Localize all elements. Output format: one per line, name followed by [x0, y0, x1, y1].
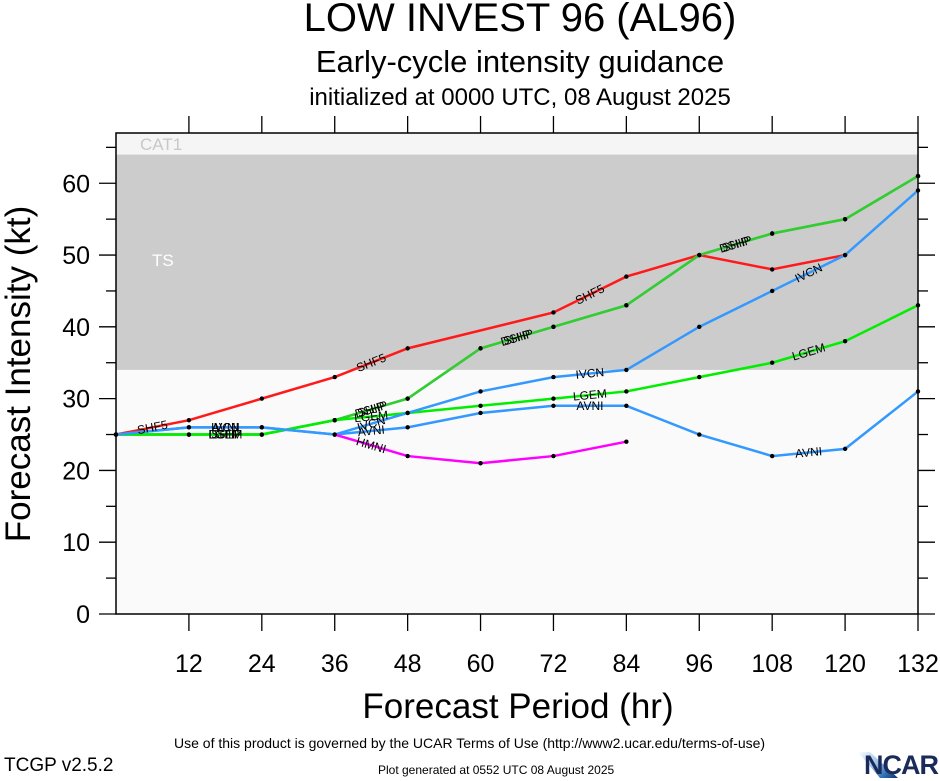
data-point-lgem: [624, 389, 629, 394]
series-label-avni: AVNI: [576, 399, 603, 413]
y-tick-label: 20: [62, 457, 90, 485]
x-tick-label: 72: [540, 650, 568, 678]
data-point-ship: [769, 231, 775, 236]
data-point-avni: [551, 403, 556, 409]
data-point-ship: [697, 252, 702, 258]
data-point-lgem: [551, 396, 556, 401]
data-point-avni: [769, 453, 775, 459]
version-label: TCGP v2.5.2: [4, 755, 114, 776]
data-point-lgem: [697, 374, 702, 380]
data-point-lgem: [478, 403, 483, 409]
x-tick-label: 108: [751, 650, 793, 678]
data-point-avni: [478, 410, 483, 416]
ncar-logo-text: NCAR: [864, 750, 939, 780]
data-point-ivcn: [551, 374, 556, 380]
data-point-shf5: [186, 417, 192, 423]
data-point-hmni: [405, 453, 410, 459]
series-label-lgem: LGEM: [572, 386, 607, 403]
chart-title: LOW INVEST 96 (AL96): [303, 0, 737, 40]
y-tick-label: 40: [62, 314, 90, 342]
band-label-ts: TS: [152, 251, 174, 270]
x-tick-label: 84: [612, 650, 640, 678]
data-point-ivcn: [842, 252, 848, 258]
plot-frame: [115, 132, 919, 615]
data-point-shf5: [259, 396, 265, 401]
x-tick-label: 132: [897, 650, 939, 678]
y-axis-label: Forecast Intensity (kt): [0, 206, 38, 542]
data-point-lgem: [332, 417, 337, 423]
series-label-lgem: LGEM: [208, 428, 242, 442]
data-point-avni: [259, 425, 265, 430]
data-point-avni: [624, 403, 629, 409]
data-point-shf5: [551, 310, 556, 315]
series-label-ship: SHIP: [211, 428, 239, 442]
data-point-lgem: [842, 338, 848, 344]
x-axis-label: Forecast Period (hr): [362, 687, 673, 726]
data-point-ship: [624, 303, 629, 308]
data-point-avni: [186, 425, 192, 430]
series-label-avni: AVNI: [794, 444, 822, 461]
data-point-hmni: [332, 432, 337, 437]
y-tick-label: 50: [62, 242, 90, 270]
data-point-avni: [842, 446, 848, 452]
y-tick-label: 30: [62, 386, 90, 414]
data-point-ivcn: [769, 288, 775, 294]
x-tick-label: 60: [467, 650, 495, 678]
data-point-ship: [842, 216, 848, 222]
band-label-cat1: CAT1: [140, 135, 182, 154]
series-label-shf5: SHF5: [136, 417, 169, 437]
band-cat1: [116, 133, 918, 155]
series-line-avni: [115, 390, 919, 458]
chart-subtitle: Early-cycle intensity guidance: [315, 44, 725, 79]
series-line-shf5: [115, 253, 846, 436]
series-label-dshp: DSHP: [209, 428, 242, 442]
data-point-ship: [551, 324, 556, 330]
data-point-shf5: [405, 346, 410, 351]
data-point-shf5: [769, 267, 775, 272]
data-point-shf5: [332, 374, 337, 380]
series-label-lgem: LGEM: [354, 408, 389, 425]
y-tick-label: 10: [62, 529, 90, 557]
series-label-avni: AVNI: [212, 420, 239, 434]
data-point-lgem: [186, 432, 192, 437]
x-tick-label: 36: [321, 650, 349, 678]
data-point-ship: [405, 396, 410, 401]
y-tick-label: 0: [76, 601, 90, 629]
series-label-ivcn: IVCN: [211, 420, 240, 434]
band-ts: [116, 154, 918, 370]
data-point-lgem: [259, 432, 265, 437]
data-point-ivcn: [697, 324, 702, 330]
data-point-hmni: [478, 461, 483, 466]
x-tick-label: 48: [394, 650, 422, 678]
x-tick-label: 12: [175, 650, 203, 678]
generated-time: Plot generated at 0552 UTC 08 August 202…: [378, 763, 615, 777]
ncar-logo: NCAR: [858, 750, 940, 780]
data-point-ivcn: [624, 367, 629, 373]
y-tick-label: 60: [62, 170, 90, 198]
data-point-ivcn: [478, 389, 483, 394]
x-tick-label: 24: [248, 650, 276, 678]
data-point-avni: [405, 425, 410, 430]
data-point-ivcn: [405, 410, 410, 416]
data-point-avni: [697, 432, 702, 437]
data-point-lgem: [769, 360, 775, 365]
series-label-ivcn: IVCN: [575, 365, 605, 382]
terms-of-use: Use of this product is governed by the U…: [174, 735, 766, 751]
data-point-hmni: [551, 453, 556, 459]
x-tick-label: 120: [824, 650, 866, 678]
data-point-ship: [478, 346, 483, 351]
series-label-avni: AVNI: [357, 423, 385, 440]
x-tick-label: 96: [685, 650, 713, 678]
init-time: initialized at 0000 UTC, 08 August 2025: [309, 84, 731, 111]
data-point-shf5: [624, 274, 629, 279]
data-point-hmni: [624, 439, 629, 444]
series-line-lgem: [116, 304, 919, 436]
